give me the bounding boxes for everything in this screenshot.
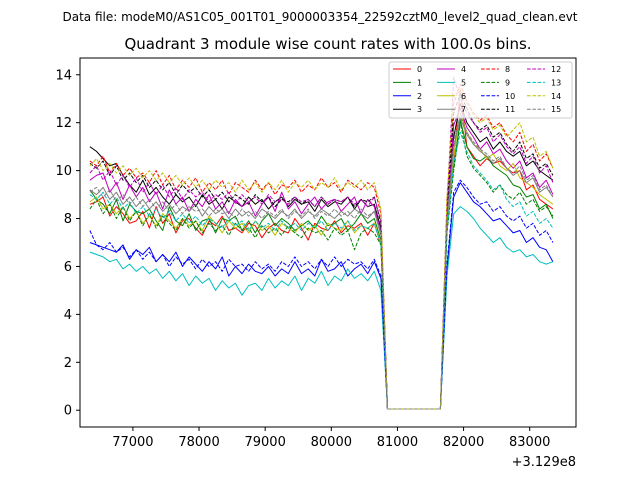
plot-area <box>89 76 554 410</box>
figure-suptitle: Data file: modeM0/AS1C05_001T01_90000033… <box>62 10 577 24</box>
series-line-5 <box>89 206 554 410</box>
legend-label-1: 1 <box>417 78 422 87</box>
x-tick-label: 79000 <box>244 435 285 450</box>
x-tick-label: 77000 <box>112 435 153 450</box>
legend-frame <box>388 61 573 119</box>
series-line-6 <box>89 112 554 410</box>
series-line-12 <box>89 76 554 410</box>
y-tick-label: 0 <box>64 404 72 419</box>
legend-label-12: 12 <box>551 65 561 74</box>
series-line-1 <box>89 119 554 410</box>
x-offset-label: +3.129e8 <box>512 455 576 470</box>
legend-label-3: 3 <box>417 105 422 114</box>
legend-label-2: 2 <box>417 92 422 101</box>
legend-label-15: 15 <box>551 105 561 114</box>
series-line-7 <box>89 117 554 410</box>
y-tick-label: 2 <box>64 356 72 371</box>
series-line-13 <box>89 131 554 410</box>
chart-title: Quadrant 3 module wise count rates with … <box>124 35 531 53</box>
legend-label-10: 10 <box>505 92 515 101</box>
series-line-15 <box>89 115 554 410</box>
y-tick-label: 8 <box>64 212 72 227</box>
y-tick-label: 12 <box>55 116 72 131</box>
legend-label-6: 6 <box>461 92 466 101</box>
series-line-10 <box>89 179 554 410</box>
legend-label-11: 11 <box>505 105 515 114</box>
legend-label-5: 5 <box>461 78 466 87</box>
y-tick-label: 10 <box>55 164 72 179</box>
x-tick-label: 83000 <box>509 435 550 450</box>
y-tick-label: 14 <box>55 68 72 83</box>
legend-label-7: 7 <box>461 105 466 114</box>
x-tick-label: 82000 <box>443 435 484 450</box>
axes-frame <box>79 57 577 428</box>
y-tick-label: 4 <box>64 308 72 323</box>
legend-label-14: 14 <box>551 92 561 101</box>
legend-label-9: 9 <box>505 78 510 87</box>
axis-ticks: 77000 78000 79000 80000 81000 82000 83000 0 2 4 6 8… <box>55 68 550 450</box>
x-tick-label: 81000 <box>377 435 418 450</box>
legend-label-13: 13 <box>551 78 561 87</box>
legend-label-8: 8 <box>505 65 510 74</box>
x-tick-label: 78000 <box>178 435 219 450</box>
series-line-3 <box>89 103 554 410</box>
x-tick-label: 80000 <box>311 435 352 450</box>
legend-label-4: 4 <box>461 65 466 74</box>
legend-label-0: 0 <box>417 65 422 74</box>
series-line-9 <box>89 122 554 410</box>
series-lines <box>89 76 554 410</box>
y-tick-label: 6 <box>64 260 72 275</box>
